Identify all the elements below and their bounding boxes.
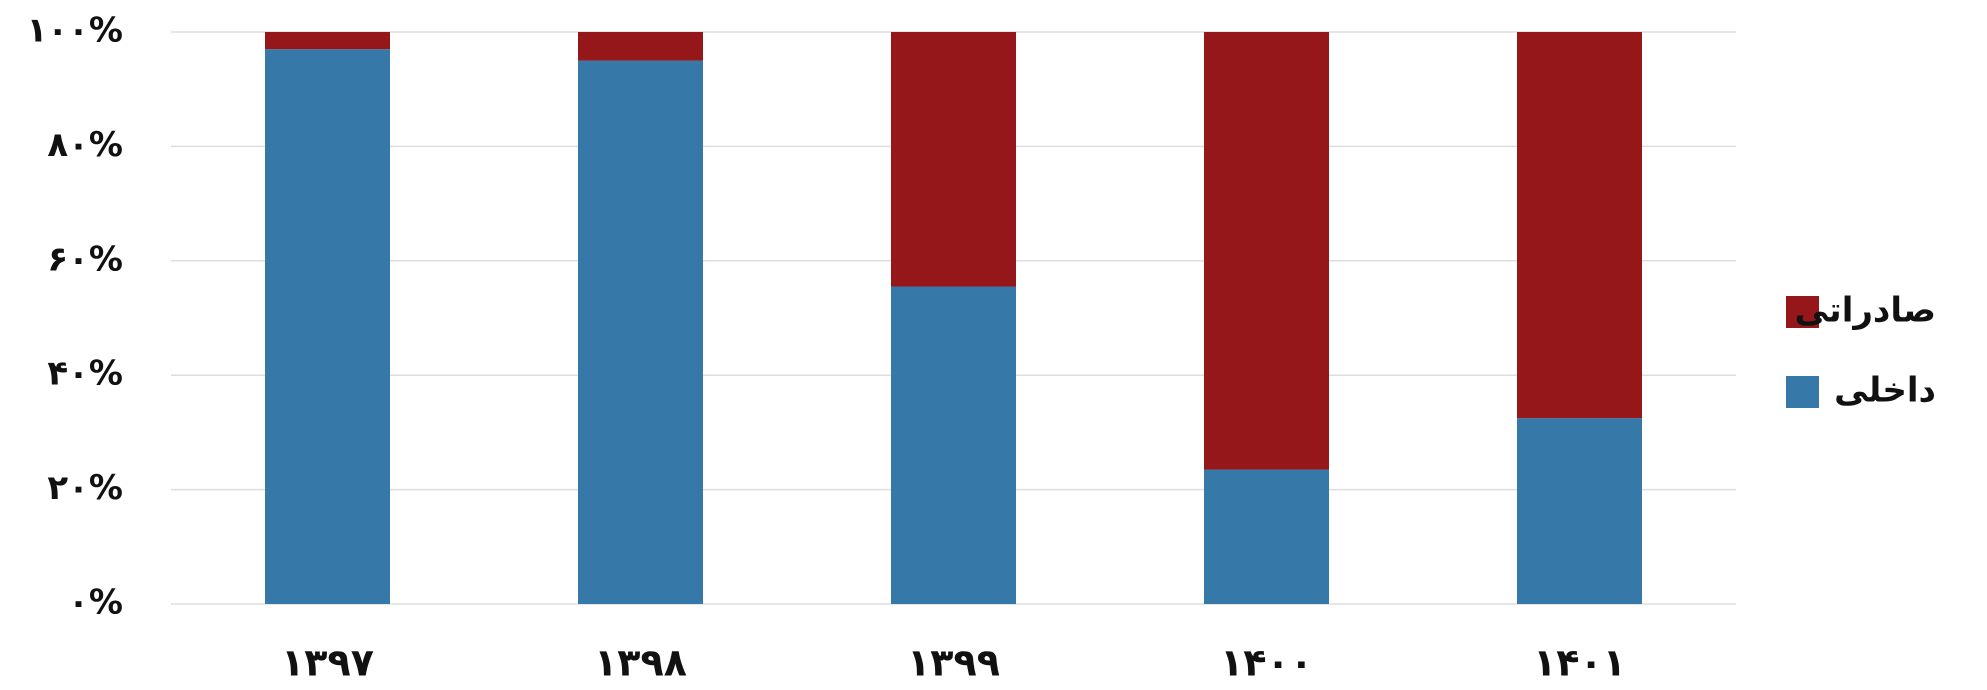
- x-tick-label: ۱۳۹۷: [281, 641, 374, 685]
- bar-segment: [1517, 32, 1642, 419]
- bar-segment: [891, 286, 1016, 604]
- bar-segment: [1517, 418, 1642, 604]
- bar-segment: [891, 32, 1016, 287]
- y-tick-label: ۴۰%: [47, 354, 123, 394]
- bar-segment: [1204, 32, 1329, 470]
- y-tick-label: ۰%: [68, 583, 123, 623]
- legend-label: داخلی: [1834, 371, 1936, 411]
- bar-segment: [265, 32, 390, 50]
- legend-swatch: [1786, 296, 1819, 328]
- bar-segment: [578, 60, 703, 605]
- y-tick-label: ۸۰%: [47, 125, 123, 165]
- bar-segment: [1204, 469, 1329, 604]
- x-tick-label: ۱۳۹۸: [594, 641, 687, 685]
- y-tick-label: ۶۰%: [47, 239, 123, 279]
- x-tick-label: ۱۳۹۹: [907, 641, 1000, 685]
- legend-label: صادراتی: [1795, 291, 1936, 331]
- legend-swatch: [1786, 376, 1819, 408]
- x-tick-label: ۱۴۰۰: [1220, 641, 1313, 685]
- y-tick-label: ۲۰%: [47, 468, 123, 508]
- bar-segment: [265, 49, 390, 605]
- x-tick-label: ۱۴۰۱: [1533, 641, 1626, 685]
- y-tick-label: ۱۰۰%: [27, 11, 123, 51]
- bar-segment: [578, 32, 703, 61]
